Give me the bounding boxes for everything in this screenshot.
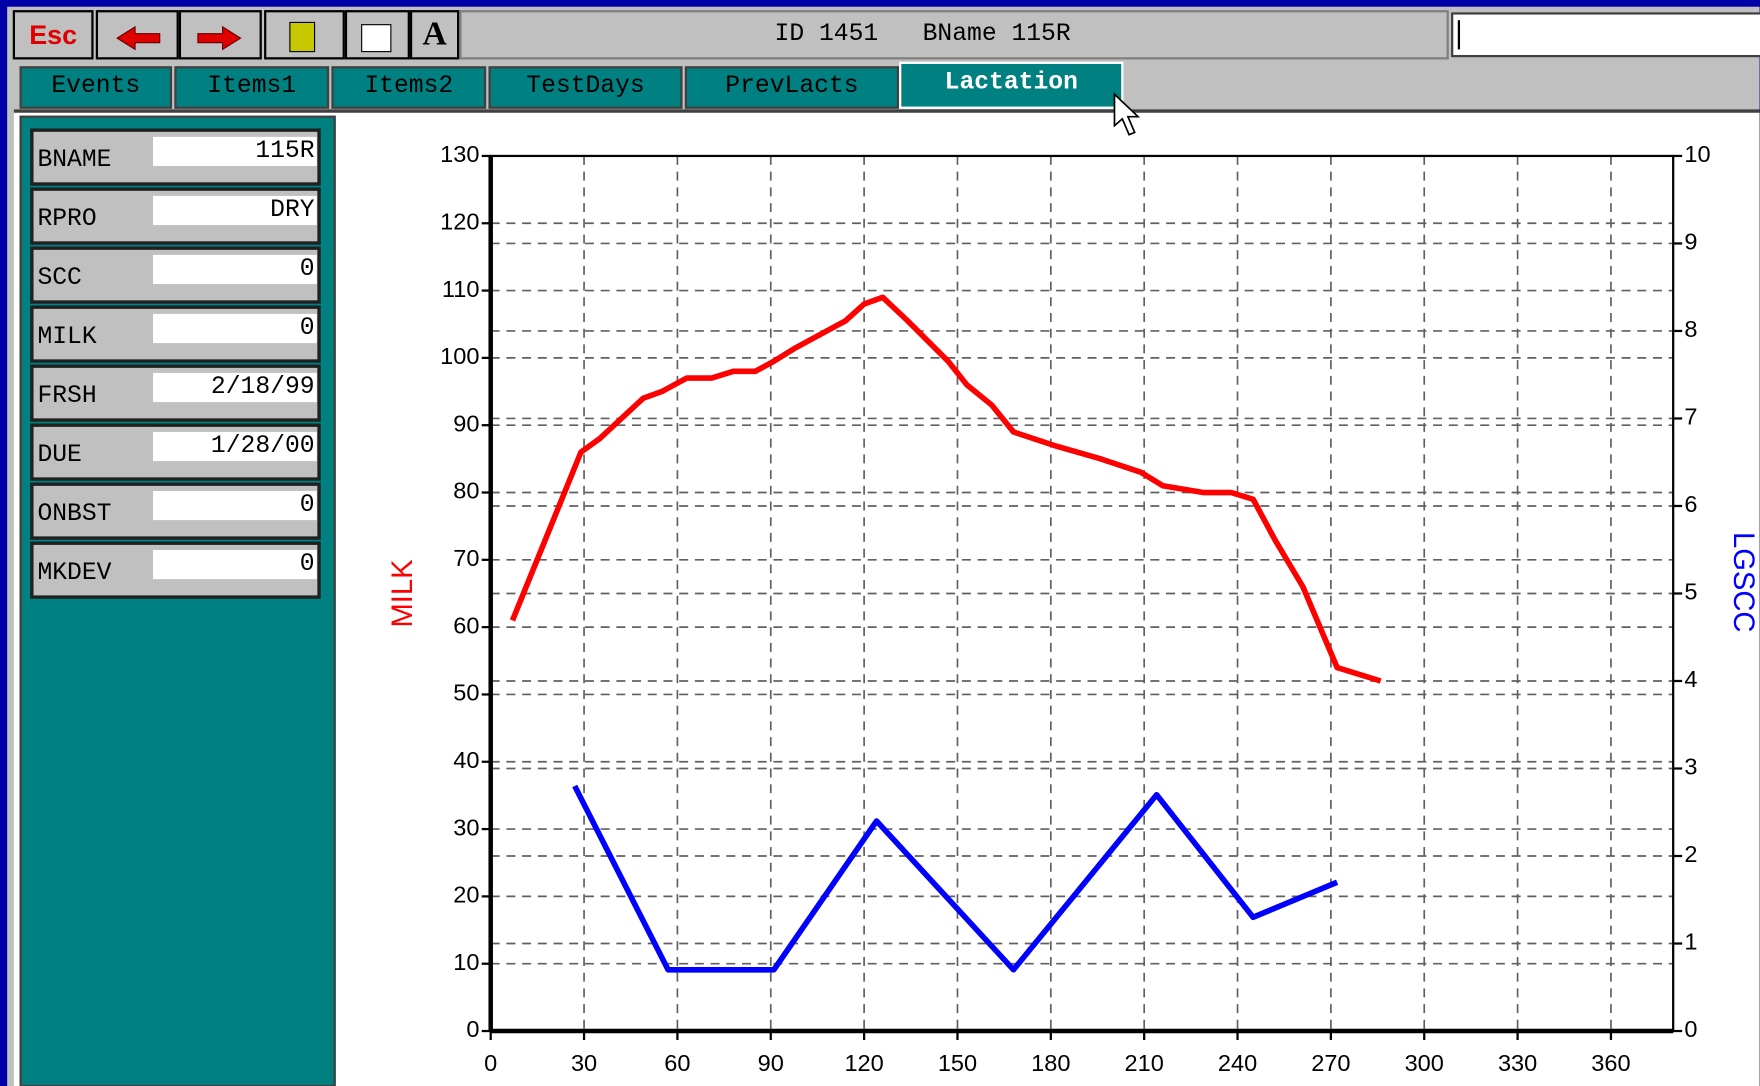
- series-line: [509, 294, 1382, 684]
- tab-label: PrevLacts: [725, 72, 858, 100]
- x-tick-label: 60: [664, 1050, 690, 1076]
- y2-tick-label: 5: [1684, 579, 1697, 605]
- x-tick-label: 270: [1311, 1050, 1350, 1076]
- field-label: RPRO: [37, 205, 96, 233]
- x-tick-label: 330: [1498, 1050, 1537, 1076]
- y2-tick-label: 0: [1684, 1016, 1697, 1042]
- tab[interactable]: [899, 61, 1124, 109]
- tab[interactable]: [174, 66, 330, 109]
- toolbar: Esc A ID 1451 BName 115R: [12, 10, 1760, 60]
- y2-tick-label: 1: [1684, 929, 1697, 955]
- y-tick-label: 120: [440, 208, 479, 234]
- y2-tick-label: 8: [1684, 316, 1697, 342]
- print-icon: [361, 24, 392, 53]
- search-input[interactable]: [1451, 12, 1760, 58]
- x-tick-label: 240: [1218, 1050, 1257, 1076]
- x-tick-label: 150: [938, 1050, 977, 1076]
- y2-tick-label: 7: [1684, 404, 1697, 430]
- field-label: ONBST: [37, 500, 111, 528]
- y-tick-label: 110: [442, 276, 480, 302]
- field-label: FRSH: [37, 382, 96, 410]
- y-tick-label: 90: [453, 410, 479, 436]
- esc-label: Esc: [29, 20, 77, 50]
- y-axis-label: MILK: [387, 559, 419, 628]
- y2-tick-label: 10: [1684, 141, 1710, 167]
- tab[interactable]: [488, 66, 683, 109]
- y2-tick-label: 4: [1684, 666, 1697, 692]
- y-tick-label: 70: [453, 545, 479, 571]
- tab-label: Items2: [364, 72, 453, 100]
- y-tick-label: 0: [466, 1016, 479, 1042]
- tab-label: Lactation: [945, 68, 1078, 96]
- x-tick-label: 120: [844, 1050, 883, 1076]
- y-tick-label: 40: [453, 747, 479, 773]
- field-value: 0: [300, 550, 315, 578]
- field-value-box[interactable]: [153, 313, 317, 344]
- tab[interactable]: [684, 66, 900, 109]
- x-tick-label: 30: [571, 1050, 597, 1076]
- field-value-box[interactable]: [153, 372, 317, 403]
- field-value: 2/18/99: [211, 373, 315, 401]
- y-tick-label: 130: [440, 141, 479, 167]
- y-tick-label: 30: [453, 814, 479, 840]
- y-tick-label: 60: [453, 612, 479, 638]
- esc-button[interactable]: [12, 10, 94, 60]
- field-label: DUE: [37, 441, 81, 469]
- x-tick-label: 0: [484, 1050, 497, 1076]
- field-value: DRY: [270, 196, 315, 224]
- field-value: 0: [300, 314, 315, 342]
- x-tick-label: 180: [1031, 1050, 1070, 1076]
- field-value: 0: [300, 255, 315, 283]
- field-value-box[interactable]: [153, 136, 317, 167]
- tab-label: Events: [51, 72, 140, 100]
- y2-tick-label: 3: [1684, 754, 1697, 780]
- y2-axis-label: LGSCC: [1727, 532, 1759, 632]
- series-line: [572, 784, 1339, 973]
- forward-icon: [197, 25, 242, 51]
- y-tick-label: 80: [453, 478, 479, 504]
- title-box: [459, 10, 1449, 60]
- x-tick-label: 360: [1591, 1050, 1630, 1076]
- field-value-box[interactable]: [153, 490, 317, 521]
- file-icon: [289, 21, 316, 53]
- y-tick-label: 100: [440, 343, 479, 369]
- x-tick-label: 210: [1125, 1050, 1164, 1076]
- fields: BNAME 115R RPRO DRY SCC 0 MILK 0 FRSH 2/18/99 DUE 1…: [30, 128, 321, 599]
- font-button[interactable]: [409, 10, 460, 60]
- field-label: SCC: [37, 264, 81, 292]
- tab-label: TestDays: [526, 72, 644, 100]
- field-value: 115R: [255, 137, 314, 165]
- y-tick-label: 50: [453, 680, 479, 706]
- tab-bar: Events Items1 Items2 TestDays PrevLacts Lacta…: [19, 61, 1124, 109]
- field-value-box[interactable]: [153, 549, 317, 580]
- record-title: ID 1451 BName 115R: [775, 20, 1071, 48]
- chart: 0 30 60 90 120 150 180 210 240 270 300 330 360010203…: [387, 141, 1759, 1076]
- field-value-box[interactable]: [153, 431, 317, 462]
- field-label: MKDEV: [37, 559, 111, 587]
- back-icon: [116, 25, 161, 51]
- tab[interactable]: [19, 66, 173, 109]
- mouse-cursor: [1113, 92, 1141, 136]
- tab[interactable]: [331, 66, 487, 109]
- x-tick-label: 90: [758, 1050, 784, 1076]
- y2-tick-label: 9: [1684, 229, 1697, 255]
- tab-label: Items1: [207, 72, 296, 100]
- y-tick-label: 10: [453, 949, 479, 975]
- field-value-box[interactable]: [153, 195, 317, 226]
- field-value: 0: [300, 491, 315, 519]
- y2-tick-label: 6: [1684, 491, 1697, 517]
- field-label: BNAME: [37, 146, 111, 174]
- y2-tick-label: 2: [1684, 841, 1697, 867]
- field-label: MILK: [37, 323, 96, 351]
- x-tick-label: 300: [1405, 1050, 1444, 1076]
- y-tick-label: 20: [453, 882, 479, 908]
- field-value: 1/28/00: [211, 432, 315, 460]
- field-value-box[interactable]: [153, 254, 317, 285]
- font-label: A: [422, 16, 447, 53]
